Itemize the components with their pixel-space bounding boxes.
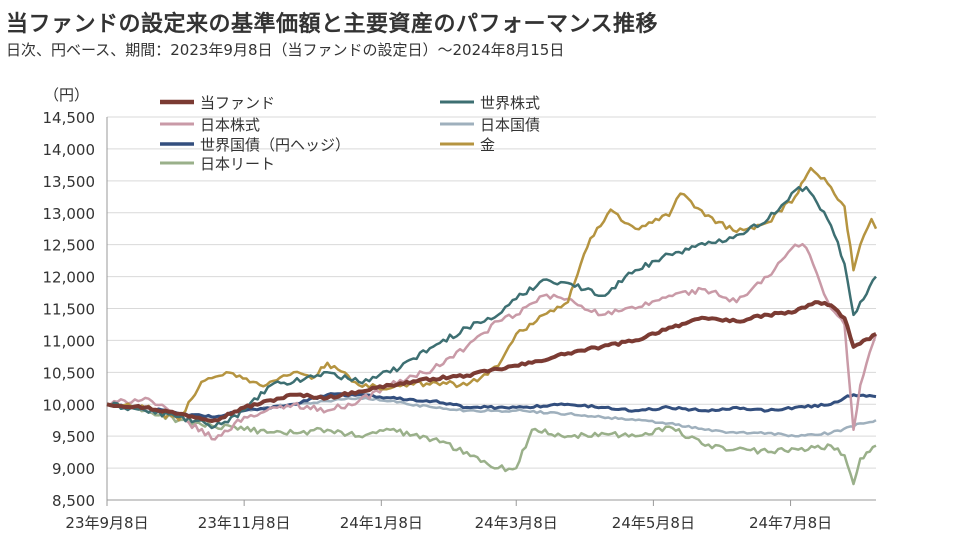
grid-lines bbox=[107, 116, 876, 501]
legend-label: 金 bbox=[480, 136, 495, 154]
x-tick-labels: 23年9月8日 23年11月8日 24年1月8日 24年3月8日 24年5月8日 24年7… bbox=[65, 500, 832, 532]
x-tick-label: 24年7月8日 bbox=[749, 514, 832, 532]
x-tick-label: 23年11月8日 bbox=[198, 514, 291, 532]
x-tick-label: 24年3月8日 bbox=[475, 514, 558, 532]
x-tick-label: 23年9月8日 bbox=[65, 514, 148, 532]
y-tick-label: 12,500 bbox=[43, 237, 96, 255]
series-line-0 bbox=[106, 300, 877, 423]
series-line-6 bbox=[106, 403, 877, 486]
series-line-4 bbox=[106, 392, 877, 419]
chart-subtitle: 日次、円ベース、期間：2023年9月8日（当ファンドの設定日）～2024年8月1… bbox=[6, 41, 565, 59]
axes bbox=[106, 117, 876, 501]
y-tick-label: 10,000 bbox=[43, 396, 96, 414]
y-tick-label: 8,500 bbox=[52, 492, 95, 510]
y-tick-label: 9,500 bbox=[52, 428, 95, 446]
y-tick-label: 14,000 bbox=[43, 141, 96, 159]
legend-label: 世界株式 bbox=[480, 94, 540, 112]
y-tick-label: 11,500 bbox=[43, 301, 96, 319]
legend-label: 世界国債（円ヘッジ） bbox=[200, 136, 350, 154]
series-line-5 bbox=[106, 166, 878, 422]
legend-label: 日本リート bbox=[200, 155, 275, 173]
y-tick-labels: 8,500 9,000 9,500 10,000 10,500 11,000 11,500 1… bbox=[43, 109, 96, 510]
y-tick-label: 12,000 bbox=[43, 269, 96, 287]
y-unit-label: （円） bbox=[44, 86, 89, 104]
y-tick-label: 14,500 bbox=[43, 109, 96, 127]
legend-label: 日本国債 bbox=[480, 116, 540, 134]
y-tick-label: 11,000 bbox=[43, 332, 96, 350]
series-lines bbox=[106, 166, 878, 486]
series-line-2 bbox=[106, 242, 878, 441]
chart-title: 当ファンドの設定来の基準価額と主要資産のパフォーマンス推移 bbox=[6, 12, 659, 37]
legend-label: 日本株式 bbox=[200, 116, 260, 134]
legend-label: 当ファンド bbox=[200, 94, 275, 112]
series-line-1 bbox=[106, 185, 877, 430]
x-tick-label: 24年1月8日 bbox=[340, 514, 423, 532]
x-tick-label: 24年5月8日 bbox=[612, 514, 695, 532]
y-tick-label: 10,500 bbox=[43, 364, 96, 382]
y-tick-label: 13,000 bbox=[43, 205, 96, 223]
y-tick-label: 13,500 bbox=[43, 173, 96, 191]
y-tick-label: 9,000 bbox=[52, 460, 95, 478]
